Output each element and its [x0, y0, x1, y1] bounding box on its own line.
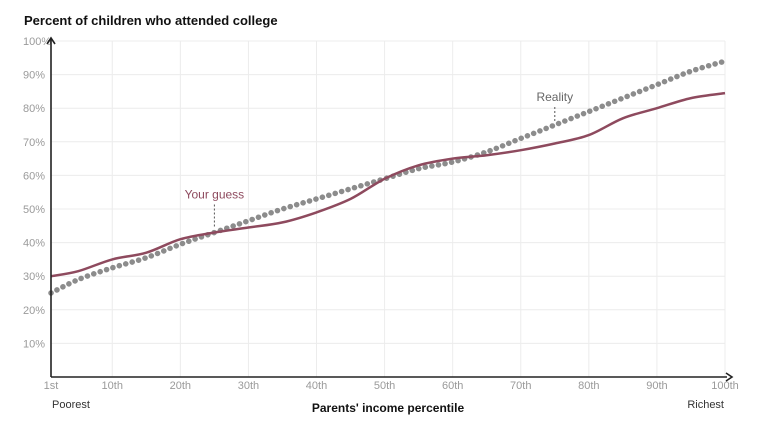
annotation-label: Reality [536, 90, 573, 104]
grid [50, 40, 726, 377]
y-tick-label: 70% [23, 137, 45, 149]
x-tick-label: 30th [238, 380, 259, 392]
x-tick-label: 70th [510, 380, 531, 392]
x-tick-label: 100th [711, 380, 739, 392]
annotation-label: Your guess [185, 188, 245, 202]
x-axis-title: Parents' income percentile [312, 401, 465, 415]
y-tick-label: 40% [23, 238, 45, 250]
x-end-label-left: Poorest [52, 399, 90, 411]
x-tick-label: 40th [306, 380, 327, 392]
x-tick-label: 90th [646, 380, 667, 392]
y-tick-label: 100% [23, 36, 51, 48]
y-tick-label: 50% [23, 204, 45, 216]
x-tick-label: 60th [442, 380, 463, 392]
x-tick-label: 1st [44, 380, 59, 392]
x-end-label-right: Richest [687, 399, 724, 411]
x-axis-ticks: 1st 10th 20th 30th 40th 50th 60th 70th 80th 90th 1… [44, 380, 739, 392]
axes [46, 36, 734, 382]
y-axis-arrow [46, 36, 56, 45]
y-tick-label: 90% [23, 70, 45, 82]
x-tick-label: 10th [102, 380, 123, 392]
chart-title: Percent of children who attended college [24, 13, 278, 28]
y-tick-label: 30% [23, 271, 45, 283]
y-axis-ticks: 10% 20% 30% 40% 50% 60% 70% 80% 90% 100% [23, 36, 51, 350]
x-tick-label: 80th [578, 380, 599, 392]
series-line-your-guess [50, 91, 726, 278]
annotations: Your guess Reality [185, 90, 573, 229]
y-tick-label: 60% [23, 170, 45, 182]
y-tick-label: 20% [23, 305, 45, 317]
y-tick-label: 80% [23, 103, 45, 115]
x-tick-label: 50th [374, 380, 395, 392]
x-axis-arrow [725, 372, 734, 382]
series-lines [48, 58, 728, 296]
x-tick-label: 20th [170, 380, 191, 392]
y-tick-label: 10% [23, 338, 45, 350]
